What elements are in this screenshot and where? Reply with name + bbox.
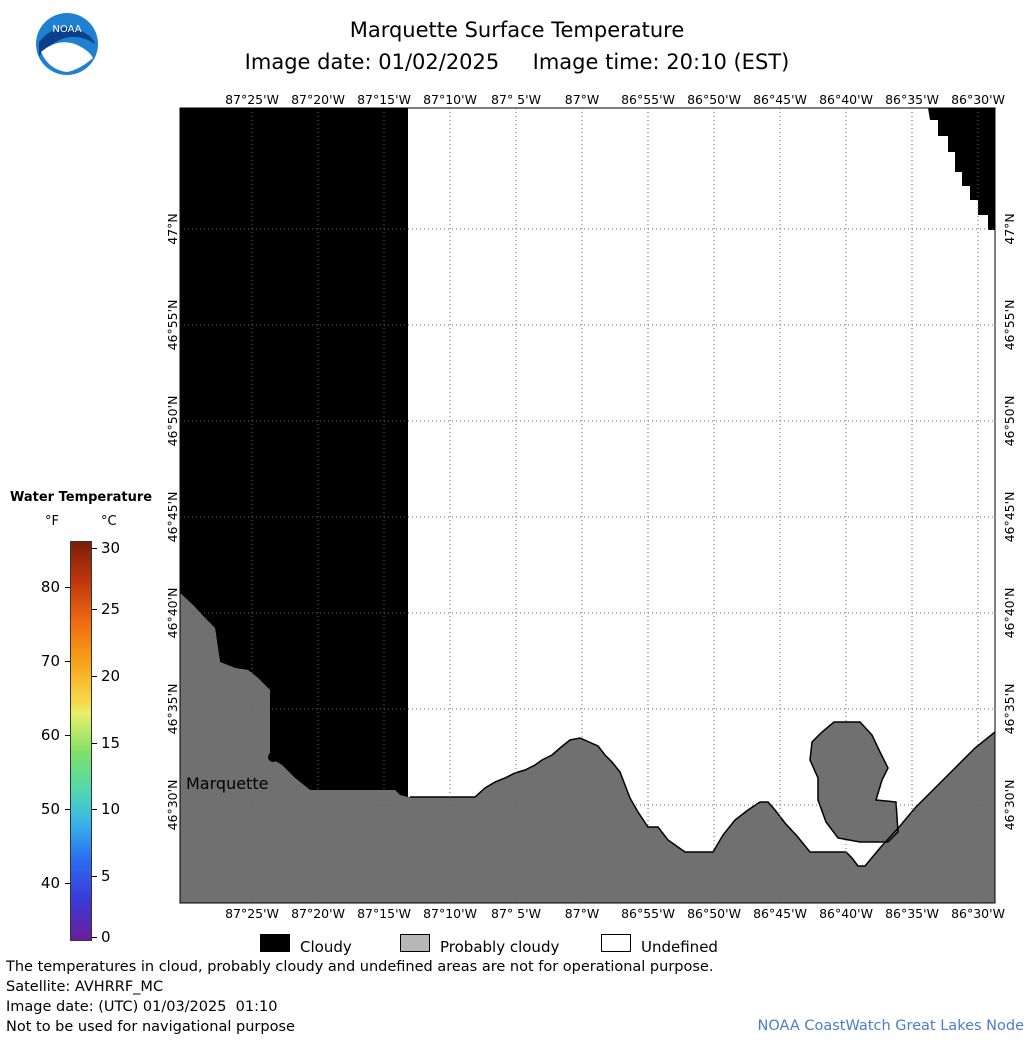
celsius-tick-label: 5 <box>101 867 111 885</box>
longitude-label-top: 86°45'W <box>753 92 807 107</box>
temperature-colorbar <box>70 541 92 941</box>
longitude-label-bottom: 87°W <box>564 906 600 921</box>
longitude-label-bottom: 86°40'W <box>819 906 873 921</box>
latitude-label-left: 46°45'N <box>165 491 180 543</box>
celsius-tick-label: 0 <box>101 928 111 946</box>
longitude-label-bottom: 86°30'W <box>951 906 1005 921</box>
latitude-label-right: 46°30'N <box>1002 779 1017 831</box>
longitude-label-top: 87° 5'W <box>491 92 541 107</box>
undefined-swatch <box>601 934 631 952</box>
latitude-label-right: 47°N <box>1002 213 1017 245</box>
map-frame <box>179 107 996 904</box>
fahrenheit-tick-mark <box>65 661 70 662</box>
latitude-label-left: 46°40'N <box>165 587 180 639</box>
fahrenheit-tick-mark <box>65 735 70 736</box>
latitude-label-right: 46°45'N <box>1002 491 1017 543</box>
satellite-label: Satellite: AVHRRF_MC <box>6 979 164 995</box>
celsius-tick-label: 20 <box>101 667 121 685</box>
fahrenheit-tick-mark <box>65 883 70 884</box>
cloudy-area-west <box>180 108 408 797</box>
longitude-label-top: 87°10'W <box>423 92 477 107</box>
longitude-label-top: 87°W <box>564 92 600 107</box>
celsius-tick-mark <box>92 548 97 549</box>
longitude-label-bottom: 86°55'W <box>621 906 675 921</box>
longitude-label-bottom: 86°45'W <box>753 906 807 921</box>
longitude-label-bottom: 87° 5'W <box>491 906 541 921</box>
fahrenheit-tick-mark <box>65 587 70 588</box>
latitude-label-right: 46°40'N <box>1002 587 1017 639</box>
cloudy-swatch <box>260 934 290 952</box>
logo-text: NOAA <box>52 24 81 35</box>
longitude-label-top: 86°30'W <box>951 92 1005 107</box>
fahrenheit-tick-label: 50 <box>40 800 60 818</box>
longitude-label-top: 87°25'W <box>225 92 279 107</box>
fahrenheit-tick-label: 80 <box>40 578 60 596</box>
latitude-label-left: 46°30'N <box>165 779 180 831</box>
coastline <box>410 731 996 867</box>
latitude-label-right: 46°55'N <box>1002 299 1017 351</box>
longitude-label-bottom: 87°25'W <box>225 906 279 921</box>
noaa-logo: NOAA <box>36 13 98 75</box>
longitude-label-top: 86°35'W <box>885 92 939 107</box>
celsius-tick-mark <box>92 876 97 877</box>
longitude-label-top: 87°15'W <box>357 92 411 107</box>
utc-image-date: Image date: (UTC) 01/03/2025 01:10 <box>6 999 278 1015</box>
longitude-label-top: 86°50'W <box>687 92 741 107</box>
latitude-label-left: 46°50'N <box>165 395 180 447</box>
graticule <box>180 108 995 903</box>
longitude-label-bottom: 87°10'W <box>423 906 477 921</box>
undefined-key-label: Undefined <box>641 938 718 956</box>
legend-title: Water Temperature <box>10 490 153 505</box>
operational-note: The temperatures in cloud, probably clou… <box>6 959 714 975</box>
longitude-label-top: 86°40'W <box>819 92 873 107</box>
fahrenheit-tick-label: 40 <box>40 874 60 892</box>
probably-cloudy-area <box>180 593 995 903</box>
cloudy-key-label: Cloudy <box>300 938 352 956</box>
image-date: Image date: 01/02/2025 <box>244 50 500 74</box>
unit-fahrenheit: °F <box>45 514 59 529</box>
fahrenheit-tick-label: 60 <box>40 726 60 744</box>
celsius-tick-mark <box>92 676 97 677</box>
longitude-label-bottom: 86°50'W <box>687 906 741 921</box>
unit-celsius: °C <box>101 514 117 529</box>
navigation-warning: Not to be used for navigational purpose <box>6 1019 295 1035</box>
marquette-city-marker <box>268 752 278 762</box>
longitude-label-top: 87°20'W <box>291 92 345 107</box>
celsius-tick-label: 10 <box>101 800 121 818</box>
longitude-label-bottom: 87°15'W <box>357 906 411 921</box>
probably-cloudy-swatch <box>400 934 430 952</box>
marquette-city-label: Marquette <box>186 774 268 793</box>
latitude-label-left: 47°N <box>165 213 180 245</box>
longitude-label-bottom: 86°35'W <box>885 906 939 921</box>
celsius-tick-label: 15 <box>101 734 121 752</box>
image-time: Image time: 20:10 (EST) <box>532 50 790 74</box>
celsius-tick-label: 30 <box>101 539 121 557</box>
longitude-label-bottom: 87°20'W <box>291 906 345 921</box>
celsius-tick-label: 25 <box>101 600 121 618</box>
cloudy-area-northeast <box>928 108 995 230</box>
probably-cloudy-key-label: Probably cloudy <box>440 938 560 956</box>
latitude-label-left: 46°35'N <box>165 683 180 735</box>
latitude-label-right: 46°35'N <box>1002 683 1017 735</box>
fahrenheit-tick-label: 70 <box>40 652 60 670</box>
fahrenheit-tick-mark <box>65 809 70 810</box>
coastwatch-node-link[interactable]: NOAA CoastWatch Great Lakes Node <box>757 1018 1024 1034</box>
latitude-label-left: 46°55'N <box>165 299 180 351</box>
celsius-tick-mark <box>92 937 97 938</box>
latitude-label-right: 46°50'N <box>1002 395 1017 447</box>
celsius-tick-mark <box>92 809 97 810</box>
probably-cloudy-island <box>810 722 898 842</box>
longitude-label-top: 86°55'W <box>621 92 675 107</box>
island-outline <box>809 721 899 843</box>
chart-title: Marquette Surface Temperature <box>349 18 685 42</box>
image-datetime: Image date: 01/02/2025 Image time: 20:10… <box>0 50 1034 74</box>
celsius-tick-mark <box>92 609 97 610</box>
celsius-tick-mark <box>92 743 97 744</box>
